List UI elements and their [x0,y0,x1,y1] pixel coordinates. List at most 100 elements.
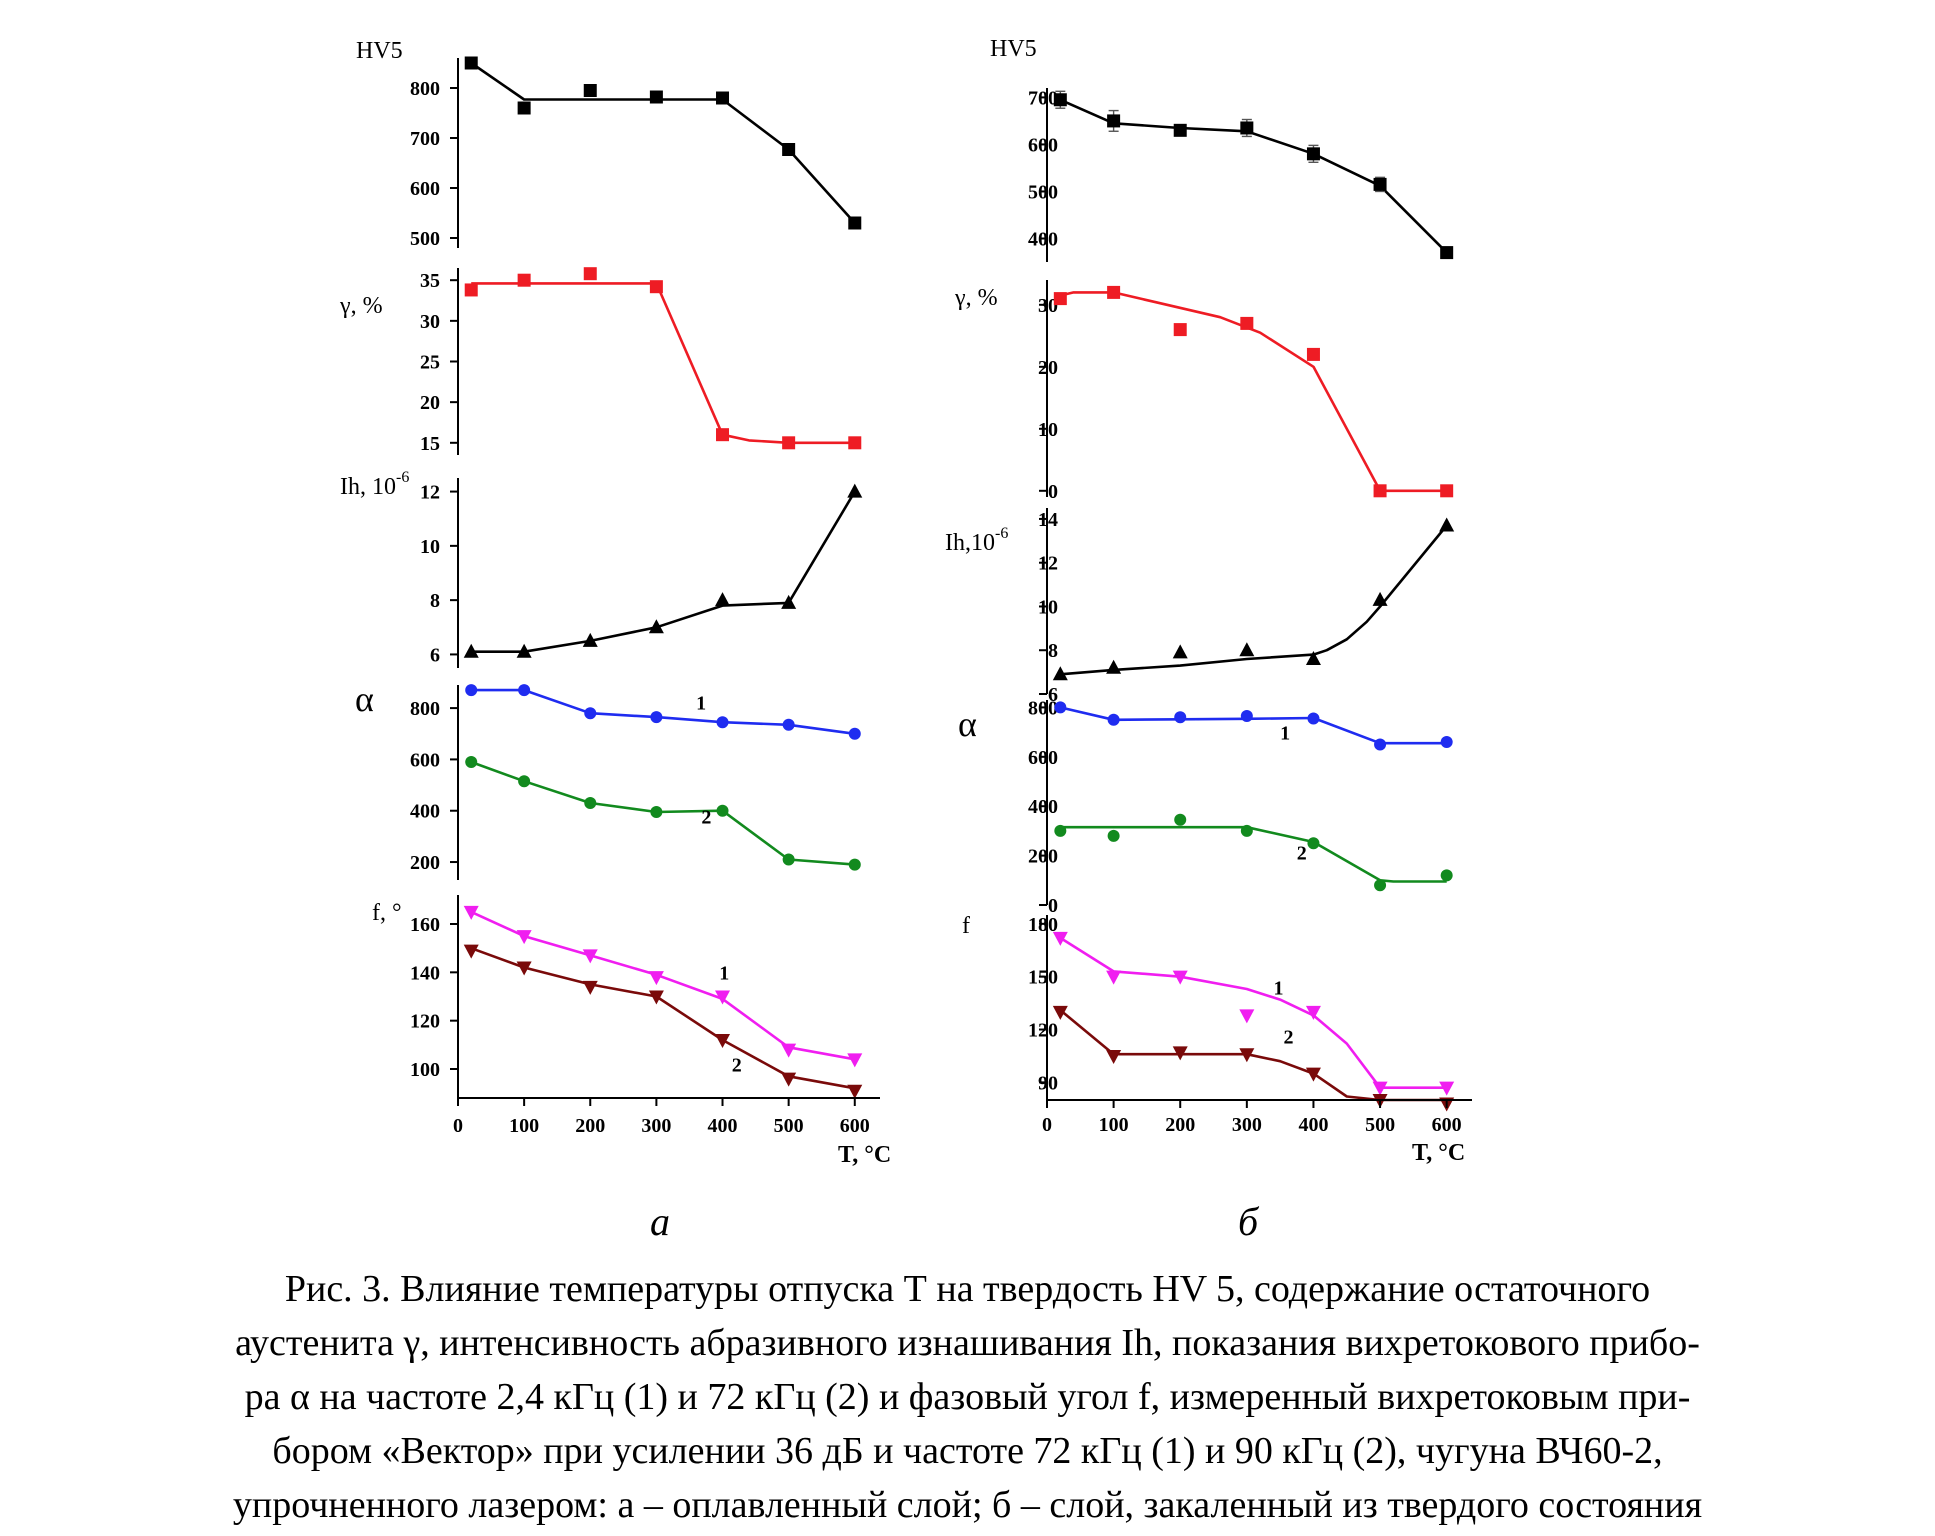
caption-line-2: аустенита γ, интенсивность абразивного и… [235,1322,1700,1364]
y-tick-label: 14 [1038,509,1058,531]
y-tick-label: 6 [430,644,440,666]
data-point [649,280,663,294]
data-point [1372,1081,1388,1096]
y-axis-label-exponent: -6 [995,525,1008,542]
series-line-1 [471,688,855,736]
x-axis: 0 100 200 300 400 500 600 T, °C [1042,1099,1472,1166]
data-point [1053,93,1067,107]
data-point [1440,484,1454,498]
series-line-1 [471,282,855,445]
y-tick-label: 180 [1028,914,1058,936]
data-point [1172,970,1188,985]
y-tick-label: 90 [1038,1072,1058,1094]
y-tick-label: 140 [410,962,440,984]
series-line-1 [1060,291,1447,493]
data-point [1239,1048,1255,1063]
data-point [1052,666,1068,681]
data-point [1440,735,1453,748]
data-point [1054,824,1067,837]
y-tick-label: 600 [410,178,440,200]
data-point [650,806,663,819]
data-point [1305,1067,1321,1082]
panel-label-a: а [650,1199,670,1244]
y-tick-label: 20 [1038,357,1058,379]
data-point [517,273,531,287]
y-tick-label: 120 [1028,1020,1058,1042]
y-tick-label: 8 [1048,640,1058,662]
series-line-2 [1060,825,1447,883]
y-tick-label: 600 [1028,134,1058,156]
data-point [781,1043,797,1058]
data-point [781,1072,797,1087]
x-axis-label: T, °C [838,1142,891,1168]
y-tick-label: 160 [410,914,440,936]
y-tick-label: 0 [1048,895,1058,917]
data-point [1052,931,1068,946]
data-point [1172,644,1188,659]
data-point [715,990,731,1005]
subplot-4: 0 200 400 600 800 α 1 2 [958,697,1453,917]
series-line-1 [470,61,856,224]
y-axis-label: f, ° [372,900,402,926]
data-point [1239,1009,1255,1024]
data-point [848,727,861,740]
data-point [1305,650,1321,665]
y-axis-label: Ih, 10-6 [340,469,409,500]
curve-label: 1 [1273,977,1283,999]
y-tick-label: 10 [1038,596,1058,618]
data-point [583,267,597,281]
y-tick-label: 400 [410,801,440,823]
caption-line-1: Рис. 3. Влияние температуры отпуска Т на… [284,1268,1651,1310]
y-axis-label: γ, % [954,285,998,311]
data-point [648,971,664,986]
caption-line-3: ра α на частоте 2,4 кГц (1) и 72 кГц (2)… [244,1376,1691,1418]
subplot-4: 200 400 600 800 α 1 2 [355,679,861,880]
data-point [715,1034,731,1048]
data-point [1054,701,1067,714]
data-point [464,283,478,297]
data-point [847,483,863,498]
data-point [1305,1005,1321,1020]
data-point [516,961,532,976]
figure-caption: Рис. 3. Влияние температуры отпуска Т на… [0,1262,1935,1532]
data-point [584,707,597,720]
y-tick-label: 600 [410,749,440,771]
y-axis-label: α [355,679,374,719]
data-point [1107,285,1121,299]
x-tick-label: 500 [1365,1114,1395,1136]
subplot-2: 0 10 20 30 γ, % [954,280,1454,503]
curve-label: 2 [732,1054,742,1076]
data-point [848,436,862,450]
data-point [516,643,532,658]
x-tick-label: 0 [1042,1114,1052,1136]
data-point [1307,837,1320,850]
data-point [716,716,729,729]
data-point [1240,121,1254,135]
y-tick-label: 150 [1028,967,1058,989]
subplot-3: 6 8 10 12 14 Ih,10-6 [945,508,1455,706]
curve-label: 2 [1283,1027,1293,1049]
data-point [1307,712,1320,725]
data-point [1107,829,1120,842]
y-axis-label: Ih,10-6 [945,525,1008,556]
x-axis-label: T, °C [1412,1140,1465,1166]
x-tick-label: 600 [840,1115,870,1137]
y-tick-label: 120 [410,1011,440,1033]
data-point [1240,710,1253,723]
curve-label: 2 [1297,842,1307,864]
y-axis-label: HV5 [356,38,403,64]
subplot-3: 6 8 10 12 Ih, 10-6 [340,469,863,668]
y-tick-label: 25 [420,352,440,374]
curve-label: 1 [1280,723,1290,745]
x-tick-label: 600 [1432,1114,1462,1136]
y-axis-label: γ, % [339,293,383,319]
x-tick-label: 500 [774,1115,804,1137]
y-axis-label: f [962,913,970,939]
subplot-2: 15 20 25 30 35 γ, % [339,267,862,455]
data-point [1440,246,1454,260]
data-point [715,592,731,607]
x-axis: 0 100 200 300 400 500 600 T, °C [453,1097,891,1168]
subplot-1: 500 600 700 800 HV5 [356,38,862,250]
data-point [1439,1081,1455,1096]
